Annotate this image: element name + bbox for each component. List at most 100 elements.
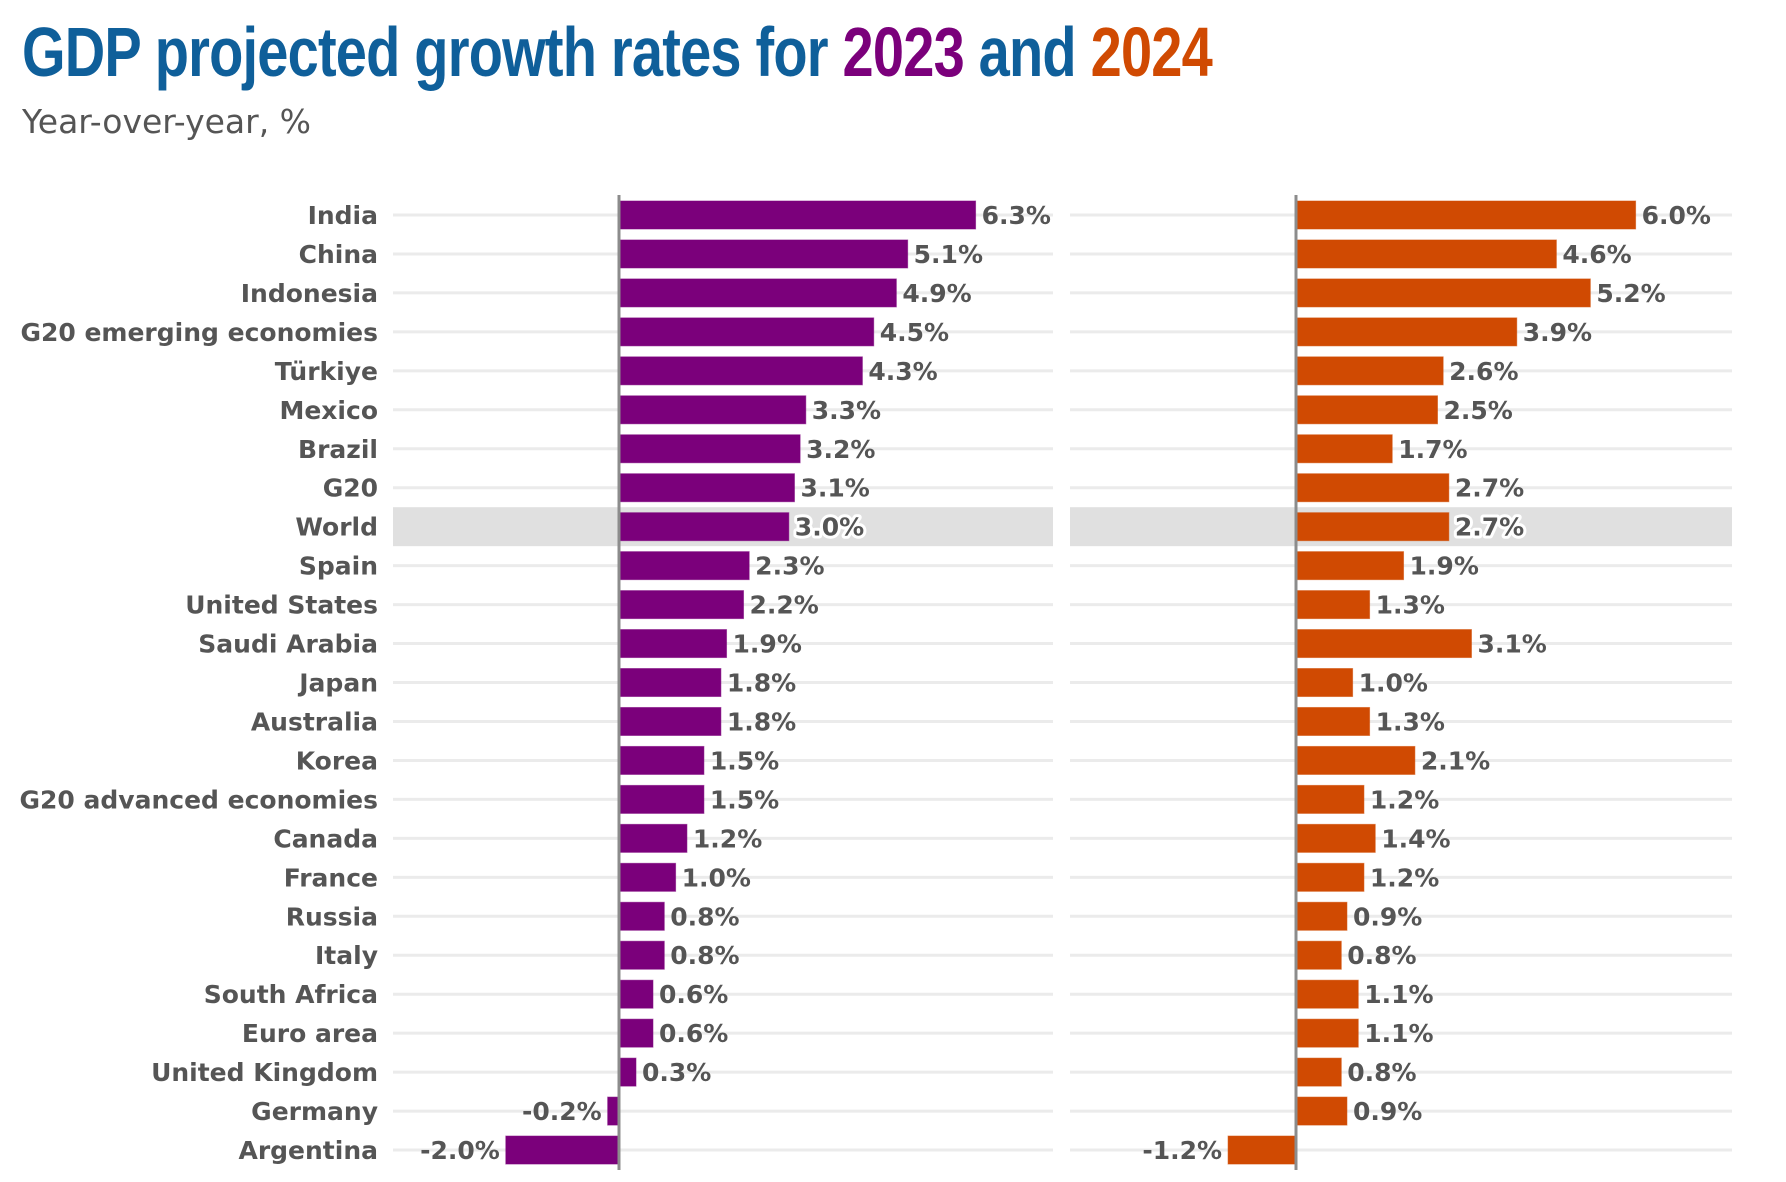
bar-2023 xyxy=(618,668,722,698)
category-label: United States xyxy=(185,591,378,620)
bar-2024 xyxy=(1295,668,1354,698)
bar-2023 xyxy=(618,940,665,970)
bar-2023 xyxy=(618,395,807,425)
value-label-2023: 3.0% xyxy=(795,513,864,542)
bar-2023 xyxy=(618,200,977,230)
bar-2024 xyxy=(1295,784,1365,814)
bar-2024 xyxy=(1295,473,1450,503)
value-label-2023: 0.3% xyxy=(642,1058,711,1087)
value-label-2023: 1.2% xyxy=(693,824,762,853)
value-label-2023: 5.1% xyxy=(914,240,983,269)
value-label-2024: 2.7% xyxy=(1455,513,1524,542)
value-label-2023: -2.0% xyxy=(420,1136,500,1165)
bar-2023 xyxy=(505,1135,620,1165)
value-label-2023: 1.8% xyxy=(727,669,796,698)
value-label-2024: 2.7% xyxy=(1455,474,1524,503)
value-label-2023: 1.5% xyxy=(710,785,779,814)
title-year-2023: 2023 xyxy=(842,13,965,91)
bar-2024 xyxy=(1295,512,1450,542)
bar-2023 xyxy=(618,434,801,464)
bar-2023 xyxy=(618,745,705,775)
bar-2024 xyxy=(1295,1057,1342,1087)
bar-2023 xyxy=(618,862,677,892)
value-label-2023: 1.0% xyxy=(682,863,751,892)
chart-title: GDP projected growth rates for 2023 and … xyxy=(22,13,1213,91)
title-year-2024: 2024 xyxy=(1090,13,1213,91)
category-label: France xyxy=(284,863,378,892)
category-label: Korea xyxy=(296,746,378,775)
value-label-2023: 4.9% xyxy=(902,279,971,308)
bar-2024 xyxy=(1295,940,1342,970)
value-label-2024: 1.3% xyxy=(1376,707,1445,736)
bar-2023 xyxy=(618,551,750,581)
bar-2023 xyxy=(618,629,728,659)
bar-2024 xyxy=(1295,590,1371,620)
value-label-2023: 3.3% xyxy=(812,396,881,425)
bar-2024 xyxy=(1295,317,1518,347)
category-label: G20 advanced economies xyxy=(20,785,379,814)
value-label-2024: 1.3% xyxy=(1376,591,1445,620)
value-label-2024: 5.2% xyxy=(1596,279,1665,308)
value-label-2024: 0.8% xyxy=(1347,1058,1416,1087)
value-label-2024: 0.9% xyxy=(1353,902,1422,931)
title-base-2: and xyxy=(963,13,1091,91)
category-label: China xyxy=(299,240,378,269)
value-label-2024: 1.2% xyxy=(1370,863,1439,892)
bar-2024 xyxy=(1295,395,1438,425)
bar-2024 xyxy=(1295,706,1371,736)
category-label: United Kingdom xyxy=(151,1058,378,1087)
value-label-2023: 3.2% xyxy=(806,435,875,464)
bar-2024 xyxy=(1295,551,1405,581)
value-label-2023: 0.6% xyxy=(659,1019,728,1048)
category-label: Brazil xyxy=(298,435,378,464)
bar-2023 xyxy=(607,1096,620,1126)
bar-2024 xyxy=(1295,901,1348,931)
value-label-2023: 1.8% xyxy=(727,707,796,736)
value-label-2023: 1.9% xyxy=(733,630,802,659)
bar-2024 xyxy=(1295,862,1365,892)
bar-2023 xyxy=(618,979,654,1009)
value-label-2023: -0.2% xyxy=(522,1097,602,1126)
bar-2024 xyxy=(1295,356,1444,386)
title-base-1: GDP projected growth rates for xyxy=(22,13,843,91)
category-label: G20 xyxy=(323,474,378,503)
bar-2024 xyxy=(1295,745,1416,775)
value-label-2024: 3.9% xyxy=(1523,318,1592,347)
value-label-2024: 2.6% xyxy=(1449,357,1518,386)
category-label: Canada xyxy=(273,824,378,853)
category-label: Japan xyxy=(297,669,378,698)
bar-2023 xyxy=(618,473,795,503)
value-label-2023: 2.3% xyxy=(755,552,824,581)
category-label: Indonesia xyxy=(241,279,378,308)
bar-2023 xyxy=(618,784,705,814)
bar-2023 xyxy=(618,823,688,853)
value-label-2024: 1.1% xyxy=(1364,1019,1433,1048)
category-label: Italy xyxy=(315,941,378,970)
value-label-2023: 0.8% xyxy=(670,941,739,970)
value-label-2023: 0.6% xyxy=(659,980,728,1009)
category-label: Mexico xyxy=(279,396,378,425)
value-label-2023: 4.3% xyxy=(868,357,937,386)
bar-2023 xyxy=(618,901,665,931)
value-label-2024: 1.2% xyxy=(1370,785,1439,814)
bar-2024 xyxy=(1295,239,1557,269)
bar-2024 xyxy=(1295,629,1472,659)
chart-subtitle: Year-over-year, % xyxy=(22,102,312,141)
value-label-2023: 2.2% xyxy=(750,591,819,620)
category-label: Euro area xyxy=(242,1019,378,1048)
category-label: Spain xyxy=(299,552,378,581)
bar-2023 xyxy=(618,590,745,620)
value-label-2024: 2.5% xyxy=(1444,396,1513,425)
value-label-2024: 0.9% xyxy=(1353,1097,1422,1126)
category-label: Australia xyxy=(251,707,378,736)
category-label: India xyxy=(308,201,378,230)
bar-2024 xyxy=(1295,979,1359,1009)
value-label-2024: 1.9% xyxy=(1410,552,1479,581)
bar-2023 xyxy=(618,706,722,736)
bar-2024 xyxy=(1295,823,1376,853)
bar-2023 xyxy=(618,356,863,386)
category-label: World xyxy=(295,513,378,542)
category-label: Germany xyxy=(251,1097,378,1126)
category-label: Saudi Arabia xyxy=(198,630,378,659)
value-label-2024: 1.1% xyxy=(1364,980,1433,1009)
